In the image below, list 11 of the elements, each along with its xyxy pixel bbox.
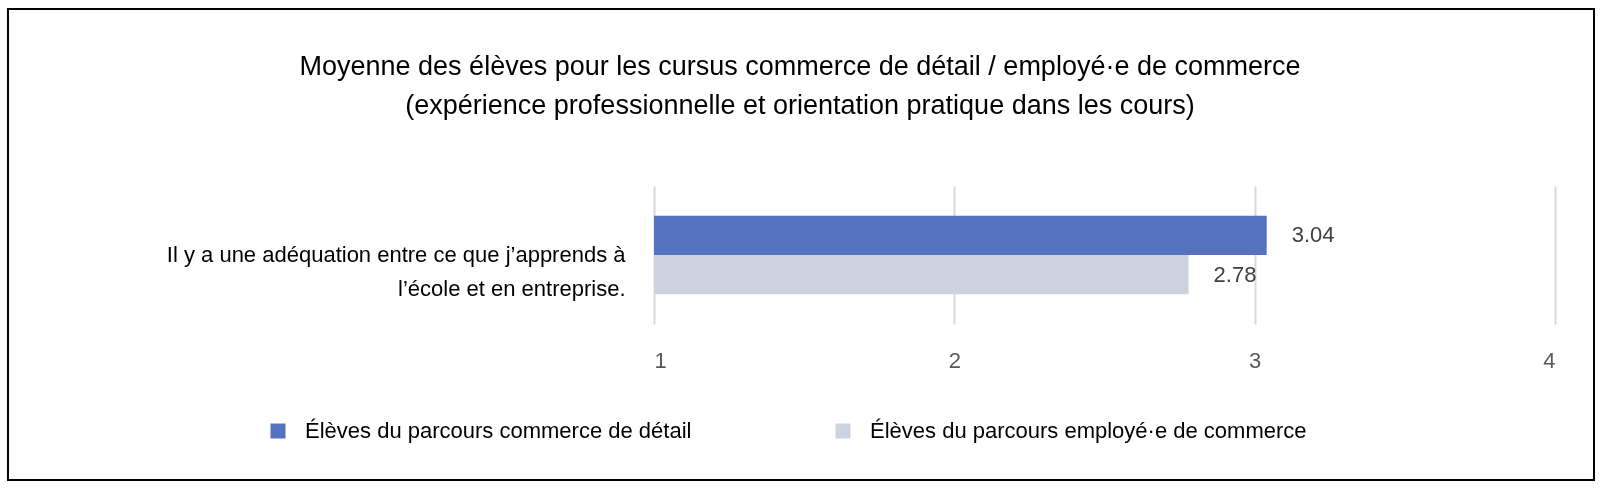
x-tick-label: 4: [1543, 347, 1556, 373]
y-tick-label: Il y a une adéquation entre ce que j’apprends à l’école et en entreprise.: [166, 242, 627, 301]
legend-label: Élèves du parcours employé·e de commerce: [870, 418, 1307, 443]
chart-subtitle: (expérience professionnelle et orientation pratique dans les cours): [405, 90, 1195, 120]
chart-title: Moyenne des élèves pour les cursus commerce de détail / employé·e de commerce: [299, 51, 1301, 81]
data-label: 3.04: [1291, 222, 1335, 248]
x-tick-label: 3: [1249, 347, 1262, 373]
x-tick-label: 1: [654, 347, 667, 373]
data-label: 2.78: [1213, 261, 1257, 287]
legend-label: Élèves du parcours commerce de détail: [305, 418, 692, 443]
x-tick-label: 2: [948, 347, 961, 373]
